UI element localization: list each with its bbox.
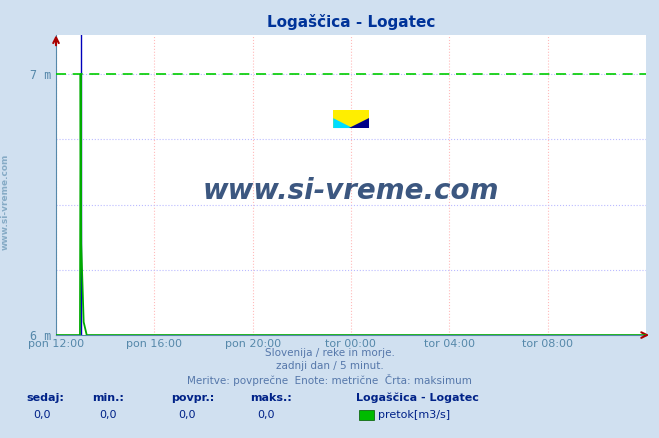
Text: 0,0: 0,0 (257, 410, 275, 420)
Text: 0,0: 0,0 (178, 410, 196, 420)
Text: povpr.:: povpr.: (171, 393, 215, 403)
Text: pretok[m3/s]: pretok[m3/s] (378, 410, 449, 420)
Title: Logaščica - Logatec: Logaščica - Logatec (267, 14, 435, 30)
Polygon shape (349, 118, 368, 128)
Text: 0,0: 0,0 (33, 410, 51, 420)
Text: 0,0: 0,0 (99, 410, 117, 420)
Polygon shape (333, 118, 353, 128)
Text: www.si-vreme.com: www.si-vreme.com (1, 153, 10, 250)
Text: zadnji dan / 5 minut.: zadnji dan / 5 minut. (275, 361, 384, 371)
Text: www.si-vreme.com: www.si-vreme.com (203, 177, 499, 205)
Text: maks.:: maks.: (250, 393, 292, 403)
Text: Slovenija / reke in morje.: Slovenija / reke in morje. (264, 348, 395, 358)
Text: Logaščica - Logatec: Logaščica - Logatec (356, 392, 478, 403)
Text: Meritve: povprečne  Enote: metrične  Črta: maksimum: Meritve: povprečne Enote: metrične Črta:… (187, 374, 472, 386)
Text: sedaj:: sedaj: (26, 393, 64, 403)
Text: min.:: min.: (92, 393, 124, 403)
Polygon shape (333, 110, 368, 128)
